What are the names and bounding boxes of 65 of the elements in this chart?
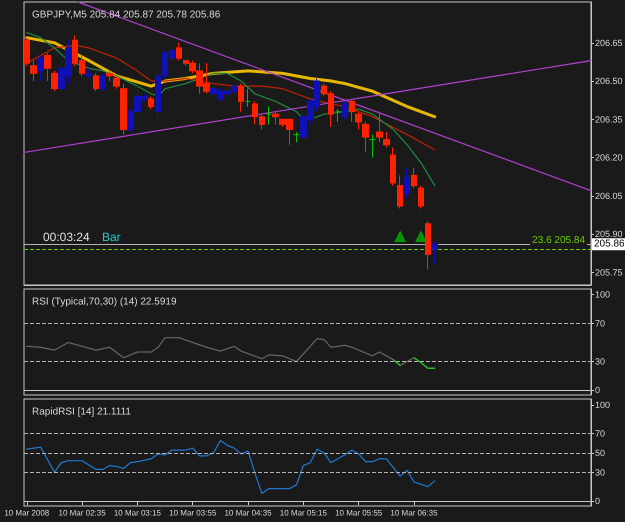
x-tick-label: 10 Mar 02:35 — [58, 508, 106, 518]
y-tick-label: 30 — [595, 356, 606, 367]
text: RSI (Typical,70,30) (14) 22.5919 — [32, 296, 177, 308]
candlestick — [411, 167, 417, 189]
y-tick-label: 100 — [595, 400, 610, 410]
candlestick — [106, 70, 113, 82]
candlestick — [425, 220, 431, 270]
y-tick-label: 206.05 — [595, 190, 623, 201]
candlestick — [51, 70, 58, 92]
candlestick — [369, 134, 376, 158]
y-tick-label: 206.50 — [595, 76, 623, 86]
x-tick-label: 10 Mar 06:35 — [390, 508, 438, 518]
candlestick — [431, 241, 438, 266]
y-tick-label: 205.90 — [595, 229, 623, 240]
y-tick-label: 50 — [595, 448, 606, 458]
candlestick — [362, 121, 369, 153]
annotation: Bar — [102, 230, 121, 244]
candlestick — [120, 83, 127, 136]
candlestick — [418, 185, 424, 210]
candlestick — [86, 68, 92, 79]
candlestick — [397, 174, 403, 210]
line-series — [26, 32, 436, 186]
y-tick-label: 206.65 — [595, 38, 623, 48]
candlestick — [390, 146, 396, 186]
candlestick — [355, 111, 362, 130]
candlestick — [272, 111, 279, 125]
candlestick — [148, 96, 154, 110]
y-tick-label: 205.75 — [595, 267, 623, 278]
y-tick-label: 0 — [595, 385, 600, 396]
x-tick-label: 10 Mar 03:15 — [114, 508, 162, 518]
candlestick — [383, 132, 390, 148]
candlestick — [376, 111, 383, 143]
ref-line-label: 23.6 205.84 — [532, 234, 586, 246]
y-tick-label: 70 — [595, 318, 606, 328]
y-tick-label: 100 — [595, 290, 610, 300]
x-tick-label: 10 Mar 03:55 — [169, 508, 217, 518]
candlestick — [37, 55, 44, 82]
y-tick-label: 206.35 — [595, 114, 623, 124]
y-tick-label: 70 — [595, 428, 606, 439]
x-tick-label: 10 Mar 05:55 — [335, 508, 383, 518]
candlestick — [113, 75, 120, 90]
x-tick-label: 10 Mar 04:35 — [224, 508, 272, 518]
candlestick — [349, 98, 355, 122]
candlestick — [30, 60, 37, 82]
line-series — [26, 440, 436, 494]
x-tick-label: 10 Mar 05:15 — [280, 508, 328, 518]
y-tick-label: 0 — [595, 496, 600, 506]
candlestick — [176, 42, 182, 62]
candlestick — [93, 72, 99, 92]
ref-line-label: 205.86 — [594, 238, 625, 250]
candlestick — [238, 83, 244, 112]
y-tick-label: 206.20 — [595, 152, 623, 163]
candlestick — [404, 167, 410, 199]
candlestick — [266, 106, 272, 125]
text: RapidRSI [14] 21.1111 — [32, 406, 132, 418]
annotation: 00:03:24 — [43, 230, 90, 244]
candlestick — [342, 100, 348, 120]
candlestick — [44, 52, 51, 82]
candlestick — [335, 108, 341, 122]
candlestick — [100, 72, 106, 92]
candlestick — [293, 132, 300, 143]
x-tick-label: 10 Mar 2008 — [4, 508, 50, 518]
candlestick — [24, 37, 30, 66]
y-tick-label: 30 — [595, 467, 606, 478]
candlestick — [245, 88, 251, 108]
